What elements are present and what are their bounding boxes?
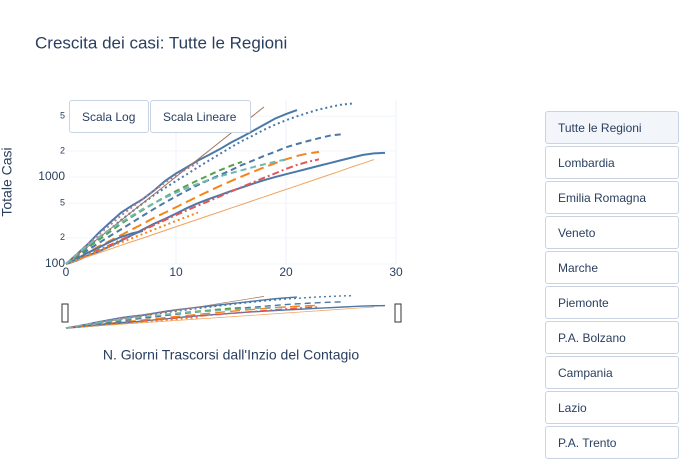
range-slider-line	[65, 301, 342, 329]
range-slider-line	[65, 295, 353, 329]
region-button[interactable]: Lazio	[545, 391, 679, 424]
x-axis-title: N. Giorni Trascorsi dall'Inzio del Conta…	[103, 347, 360, 363]
x-tick-label: 0	[63, 265, 70, 279]
x-tick-label: 30	[389, 265, 403, 279]
scale-button[interactable]: Scala Lineare	[150, 100, 251, 133]
x-tick-label: 20	[279, 265, 293, 279]
region-button[interactable]: Tutte le Regioni	[545, 111, 679, 144]
series-line	[65, 229, 144, 265]
region-button[interactable]: Campania	[545, 356, 679, 389]
region-button[interactable]: Emilia Romagna	[545, 181, 679, 214]
chart-title: Crescita dei casi: Tutte le Regioni	[35, 33, 287, 52]
y-tick-label: 2	[60, 145, 65, 155]
region-button[interactable]: P.A. Trento	[545, 426, 679, 459]
range-slider-line	[65, 306, 287, 329]
series-line	[65, 158, 320, 265]
series-line	[65, 160, 243, 265]
range-slider-line	[65, 320, 144, 329]
y-tick-label: 2	[60, 232, 65, 242]
x-tick-label: 10	[169, 265, 183, 279]
series-line	[65, 159, 375, 265]
scale-button[interactable]: Scala Log	[69, 100, 149, 133]
y-tick-label: 100	[45, 256, 65, 270]
series-line	[65, 109, 298, 265]
y-tick-label: 5	[60, 111, 65, 121]
range-slider-line	[65, 296, 298, 329]
region-button[interactable]: Lombardia	[545, 146, 679, 179]
y-tick-label: 5	[60, 198, 65, 208]
series-line	[65, 162, 199, 265]
region-button[interactable]: Veneto	[545, 216, 679, 249]
range-slider-line	[65, 306, 320, 329]
series-line	[65, 158, 287, 265]
region-button[interactable]: Marche	[545, 251, 679, 284]
range-slider-line	[65, 316, 199, 329]
region-button[interactable]: P.A. Bolzano	[545, 321, 679, 354]
series-line	[65, 133, 342, 265]
series-line	[65, 211, 199, 265]
series-line	[65, 151, 386, 265]
region-button[interactable]: Piemonte	[545, 286, 679, 319]
range-handle-right[interactable]	[394, 303, 402, 323]
y-axis-title: Totale Casi	[0, 147, 15, 216]
y-tick-label: 1000	[38, 169, 65, 183]
range-handle-left[interactable]	[61, 303, 69, 323]
